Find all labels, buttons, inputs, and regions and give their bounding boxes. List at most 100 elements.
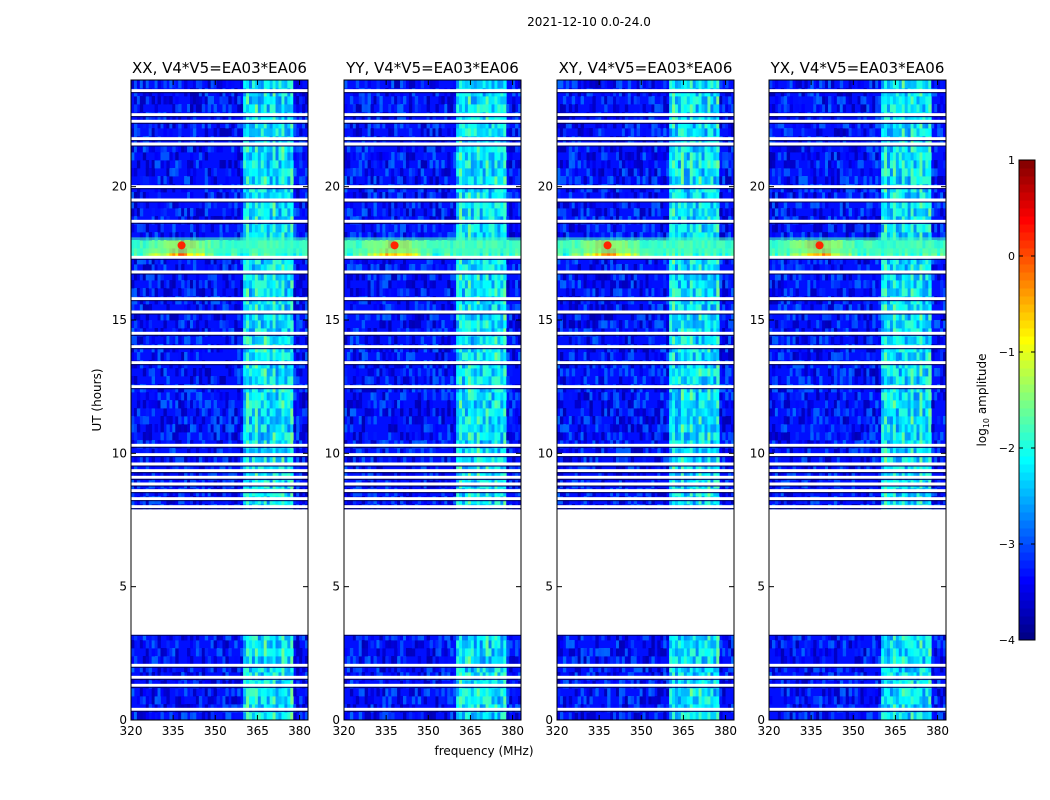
heatmap-cell <box>234 232 238 241</box>
heatmap-cell <box>503 288 507 297</box>
heatmap-cell <box>352 400 357 409</box>
heatmap-cell <box>435 424 439 433</box>
heatmap-cell <box>459 312 463 321</box>
heatmap-cell <box>400 368 404 377</box>
heatmap-cell <box>485 464 489 473</box>
heatmap-cell <box>278 192 282 201</box>
heatmap-cell <box>175 168 179 177</box>
heatmap-cell <box>405 376 410 385</box>
heatmap-cell <box>225 224 229 233</box>
heatmap-cell <box>284 648 288 657</box>
heatmap-cell <box>464 232 469 241</box>
heatmap-cell <box>148 456 153 465</box>
heatmap-cell <box>249 256 253 265</box>
heatmap-cell <box>379 304 383 313</box>
heatmap-cell <box>417 320 422 329</box>
heatmap-cell <box>491 712 495 721</box>
heatmap-cell <box>364 352 368 361</box>
heatmap-cell <box>290 144 294 153</box>
heatmap-cell <box>459 288 463 297</box>
heatmap-cell <box>293 224 297 233</box>
heatmap-cell <box>470 456 475 465</box>
heatmap-cell <box>131 712 135 721</box>
heatmap-cell <box>231 664 235 673</box>
heatmap-cell <box>287 304 291 313</box>
heatmap-cell <box>400 432 404 441</box>
heatmap-cell <box>269 200 273 209</box>
heatmap-cell <box>251 456 256 465</box>
heatmap-cell <box>462 448 466 457</box>
heatmap-cell <box>459 632 463 641</box>
heatmap-cell <box>213 176 217 185</box>
heatmap-cell <box>385 312 389 321</box>
heatmap-cell <box>275 208 279 217</box>
heatmap-cell <box>281 280 285 289</box>
heatmap-cell <box>249 456 253 465</box>
heatmap-cell <box>257 152 262 161</box>
heatmap-cell <box>195 104 200 113</box>
heatmap-cell <box>290 312 294 321</box>
flagged-row <box>131 255 308 259</box>
heatmap-cell <box>254 120 259 129</box>
heatmap-cell <box>275 104 279 113</box>
heatmap-cell <box>305 192 309 201</box>
heatmap-cell <box>411 272 416 281</box>
heatmap-cell <box>207 688 212 697</box>
heatmap-cell <box>240 192 244 201</box>
heatmap-cell <box>228 200 232 209</box>
heatmap-cell <box>462 632 466 641</box>
heatmap-cell <box>278 664 282 673</box>
heatmap-cell <box>260 352 265 361</box>
heatmap-cell <box>287 712 291 721</box>
heatmap-cell <box>503 456 507 465</box>
heatmap-cell <box>169 96 173 105</box>
heatmap-cell <box>219 80 223 89</box>
heatmap-cell <box>290 392 294 401</box>
heatmap-cell <box>293 104 297 113</box>
heatmap-cell <box>254 352 259 361</box>
heatmap-cell <box>473 224 478 233</box>
heatmap-cell <box>491 408 495 417</box>
flagged-row <box>131 482 308 486</box>
heatmap-cell <box>462 376 466 385</box>
heatmap-cell <box>275 712 279 721</box>
heatmap-cell <box>470 304 475 313</box>
heatmap-cell <box>459 424 463 433</box>
heatmap-cell <box>379 456 383 465</box>
heatmap-cell <box>160 648 164 657</box>
heatmap-cell <box>497 272 501 281</box>
heatmap-cell <box>296 448 300 457</box>
heatmap-cell <box>192 312 197 321</box>
heatmap-cell <box>269 80 273 89</box>
heatmap-cell <box>184 456 188 465</box>
heatmap-cell <box>459 304 463 313</box>
heatmap-cell <box>473 648 478 657</box>
heatmap-cell <box>133 312 138 321</box>
heatmap-cell <box>163 400 167 409</box>
heatmap-cell <box>494 664 498 673</box>
heatmap-cell <box>160 712 164 721</box>
heatmap-cell <box>210 424 214 433</box>
heatmap-cell <box>302 456 306 465</box>
heatmap-cell <box>184 120 188 129</box>
heatmap-cell <box>515 320 519 329</box>
heatmap-cell <box>251 144 256 153</box>
heatmap-cell <box>184 368 188 377</box>
heatmap-cell <box>296 432 300 441</box>
heatmap-cell <box>438 320 442 329</box>
heatmap-cell <box>246 176 250 185</box>
heatmap-cell <box>364 336 368 345</box>
heatmap-cell <box>195 80 200 89</box>
heatmap-cell <box>266 400 271 409</box>
heatmap-cell <box>293 656 297 665</box>
heatmap-cell <box>216 632 220 641</box>
heatmap-cell <box>444 336 448 345</box>
heatmap-cell <box>459 336 463 345</box>
heatmap-cell <box>249 320 253 329</box>
heatmap-cell <box>263 456 268 465</box>
heatmap-cell <box>219 144 223 153</box>
heatmap-cell <box>467 656 472 665</box>
heatmap-cell <box>275 648 279 657</box>
heatmap-cell <box>485 272 489 281</box>
heatmap-cell <box>500 640 504 649</box>
